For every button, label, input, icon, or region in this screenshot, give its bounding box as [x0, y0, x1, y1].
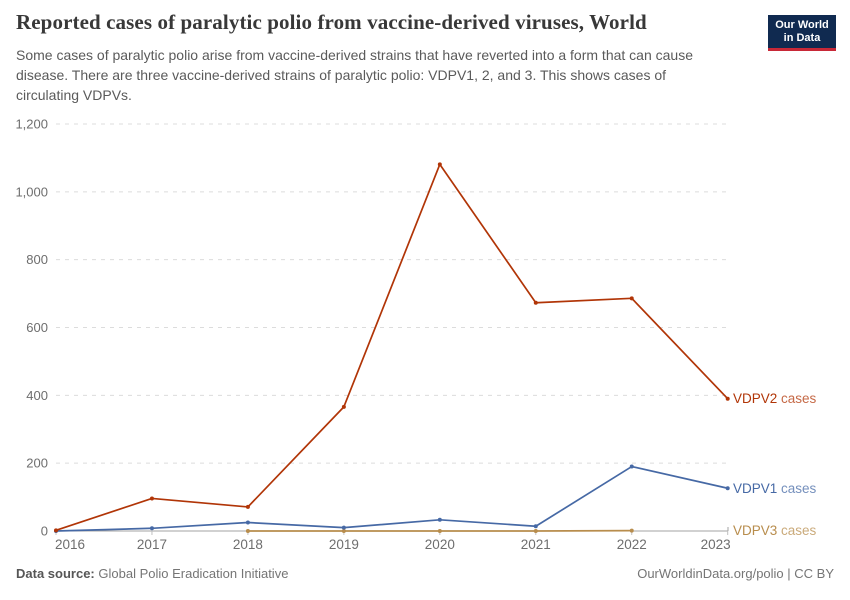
data-point-vdpv2-2021[interactable] — [533, 300, 538, 305]
x-axis-tick-label: 2022 — [617, 537, 647, 552]
series-vdpv3[interactable]: VDPV3 cases — [245, 523, 817, 538]
data-point-vdpv3-2021[interactable] — [533, 529, 538, 533]
data-point-vdpv2-2016[interactable] — [54, 528, 58, 533]
series-label-vdpv2[interactable]: VDPV2 cases — [733, 391, 817, 406]
data-source: Data source: Global Polio Eradication In… — [16, 566, 288, 581]
data-point-vdpv2-2020[interactable] — [437, 162, 442, 167]
data-point-vdpv1-2023[interactable] — [725, 486, 730, 491]
data-point-vdpv3-2018[interactable] — [245, 529, 250, 533]
x-axis-tick-label: 2023 — [701, 537, 731, 552]
x-axis-tick-label: 2016 — [55, 537, 85, 552]
chart-header: Reported cases of paralytic polio from v… — [16, 10, 756, 106]
series-label-vdpv3[interactable]: VDPV3 cases — [733, 523, 817, 538]
data-point-vdpv3-2019[interactable] — [341, 529, 346, 533]
y-axis-tick-label: 1,000 — [15, 184, 48, 199]
y-axis-tick-label: 800 — [26, 252, 48, 267]
x-axis-tick-label: 2017 — [137, 537, 167, 552]
series-vdpv2[interactable]: VDPV2 cases — [54, 162, 817, 533]
y-axis-tick-label: 400 — [26, 388, 48, 403]
data-point-vdpv1-2020[interactable] — [437, 517, 442, 522]
data-point-vdpv1-2017[interactable] — [149, 526, 154, 531]
line-vdpv2[interactable] — [55, 163, 729, 532]
data-point-vdpv2-2019[interactable] — [341, 404, 346, 409]
data-point-vdpv1-2018[interactable] — [245, 520, 250, 525]
credit-link[interactable]: OurWorldinData.org/polio | CC BY — [637, 566, 834, 581]
y-axis-tick-label: 600 — [26, 320, 48, 335]
data-source-label: Data source: — [16, 566, 95, 581]
y-axis-tick-label: 1,200 — [15, 117, 48, 132]
line-vdpv1[interactable] — [55, 465, 728, 532]
x-axis-tick-label: 2020 — [425, 537, 455, 552]
page-title: Reported cases of paralytic polio from v… — [16, 10, 647, 34]
data-point-vdpv1-2021[interactable] — [533, 524, 538, 529]
data-point-vdpv3-2022[interactable] — [629, 528, 634, 533]
data-point-vdpv2-2017[interactable] — [149, 496, 154, 501]
chart-footer: Data source: Global Polio Eradication In… — [16, 566, 834, 581]
x-axis-tick-label: 2018 — [233, 537, 263, 552]
data-source-value: Global Polio Eradication Initiative — [98, 566, 289, 581]
chart-subtitle: Some cases of paralytic polio arise from… — [16, 47, 693, 103]
owid-logo[interactable]: Our World in Data — [768, 15, 836, 51]
data-point-vdpv1-2019[interactable] — [341, 525, 346, 530]
series-vdpv1[interactable]: VDPV1 cases — [54, 464, 817, 533]
logo-line-2: in Data — [783, 32, 821, 44]
data-point-vdpv2-2023[interactable] — [725, 396, 730, 401]
data-point-vdpv3-2020[interactable] — [437, 529, 442, 533]
y-axis-tick-label: 200 — [26, 456, 48, 471]
data-point-vdpv2-2022[interactable] — [629, 296, 634, 301]
x-axis-tick-label: 2021 — [521, 537, 551, 552]
logo-line-1: Our World — [775, 19, 829, 31]
y-axis-tick-label: 0 — [41, 524, 48, 539]
x-axis-tick-label: 2019 — [329, 537, 359, 552]
data-point-vdpv1-2022[interactable] — [629, 464, 634, 469]
data-point-vdpv2-2018[interactable] — [245, 504, 250, 509]
series-label-vdpv1[interactable]: VDPV1 cases — [733, 481, 817, 496]
